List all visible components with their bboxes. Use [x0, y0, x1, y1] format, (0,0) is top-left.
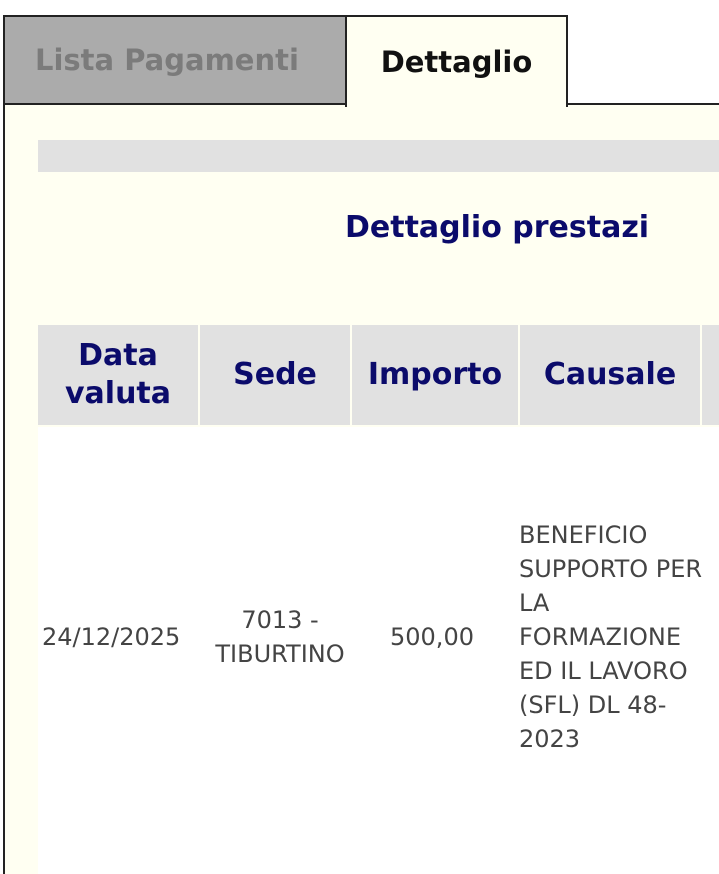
- cell-data-valuta: 24/12/2025: [42, 623, 181, 651]
- tab-label: Dettaglio: [380, 45, 533, 79]
- cell-importo: 500,00: [390, 623, 474, 651]
- table-row: 24/12/2025 7013 - TIBURTINO 500,00 BENEF…: [38, 427, 719, 874]
- column-header-importo: Importo: [352, 325, 518, 425]
- tab-label: Lista Pagamenti: [35, 43, 299, 77]
- page-title: Dettaglio prestazi: [345, 210, 650, 245]
- column-header-next: [702, 325, 719, 425]
- cell-causale: BENEFICIO SUPPORTO PER LA FORMAZIONE ED …: [519, 521, 703, 753]
- tab-lista-pagamenti[interactable]: Lista Pagamenti: [3, 15, 346, 105]
- column-header-causale: Causale: [520, 325, 700, 425]
- cell-sede: 7013 - TIBURTINO: [215, 606, 345, 668]
- tab-dettaglio[interactable]: Dettaglio: [345, 15, 568, 107]
- column-header-sede: Sede: [200, 325, 350, 425]
- column-header-data-valuta: Data valuta: [38, 325, 198, 425]
- header-bar: [38, 140, 719, 172]
